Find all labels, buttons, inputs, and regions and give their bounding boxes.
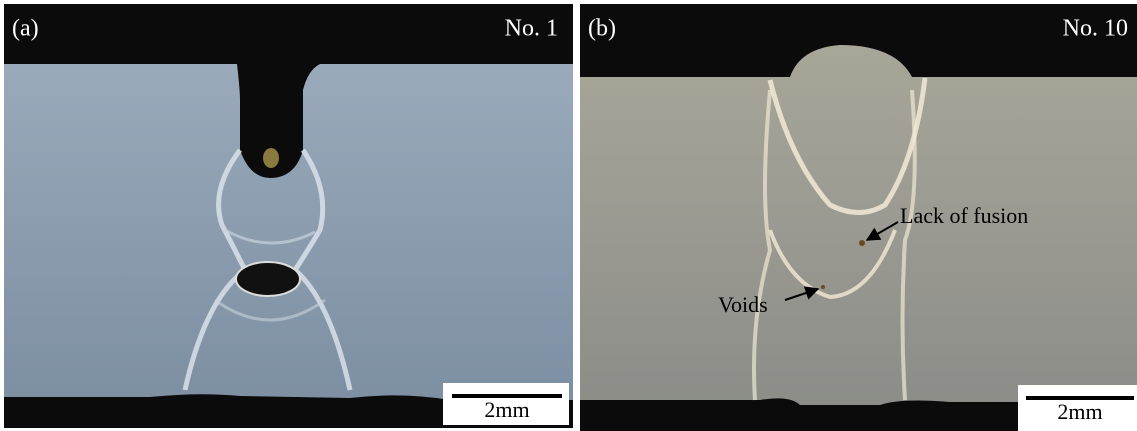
figure: (a) No. 1 2mm Lack of fusion Voids (b) N… [0,0,1137,431]
defect [821,285,825,289]
scale-label: 2mm [1057,399,1102,424]
void [236,262,300,296]
plate [580,45,1137,405]
panel-a: (a) No. 1 2mm [4,4,573,428]
panel-b: Lack of fusion Voids (b) No. 10 2mm [580,4,1137,431]
annotation: Voids [718,292,768,317]
sample-label: No. 1 [505,16,558,42]
annotation: Lack of fusion [900,203,1028,228]
sample-label: No. 10 [1063,16,1128,42]
scale-label: 2mm [484,397,529,422]
panel-label: (a) [12,16,39,42]
panel-label: (b) [588,16,616,42]
defect [859,240,865,246]
residue [263,148,279,168]
